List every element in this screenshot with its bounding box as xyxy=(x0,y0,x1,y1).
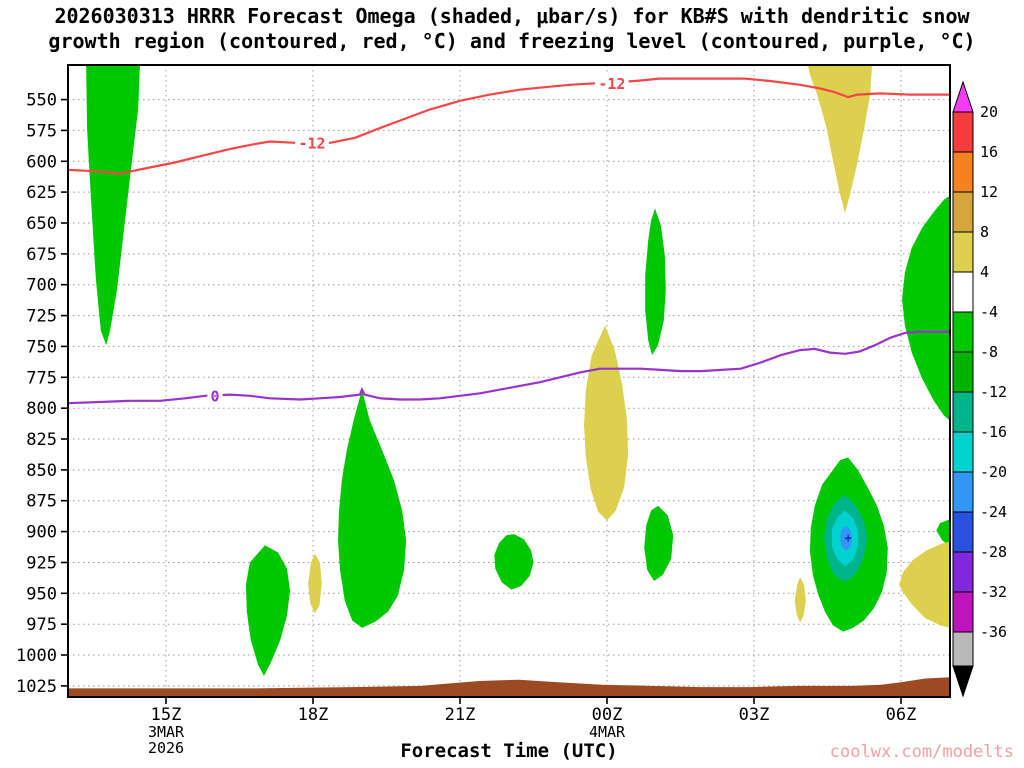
y-axis-tick-label: 575 xyxy=(26,121,57,141)
colorbar-tick-label: 16 xyxy=(980,143,998,161)
colorbar-band xyxy=(952,511,974,553)
gridlines xyxy=(68,65,950,697)
colorbar-band xyxy=(952,351,974,393)
contour-label: -12 xyxy=(298,134,325,152)
y-axis-tick-label: 725 xyxy=(26,307,57,327)
y-axis-tick-label: 675 xyxy=(26,245,57,265)
y-axis-tick-label: 775 xyxy=(26,368,57,388)
omega-region-green xyxy=(338,389,407,628)
colorbar: 20 16 12 8 4 -4 -8 -12 -16 -20 -24 -28 -32 -36 xyxy=(952,80,1007,698)
colorbar-band xyxy=(952,431,974,473)
terrain-profile xyxy=(68,677,950,697)
y-axis-tick-label: 1025 xyxy=(16,677,57,697)
colorbar-tick-label: -32 xyxy=(980,583,1007,601)
colorbar-band xyxy=(952,191,974,233)
y-axis-tick-label: 975 xyxy=(26,615,57,635)
colorbar-tick-label: 8 xyxy=(980,223,989,241)
y-axis-tick-label: 600 xyxy=(26,152,57,172)
dendritic-growth-contour xyxy=(68,77,950,175)
chart-title-line-2: growth region (contoured, red, °C) and f… xyxy=(48,29,976,53)
y-axis-tick-label: 875 xyxy=(26,492,57,512)
y-axis-tick-label: 850 xyxy=(26,461,57,481)
contour-label-halo xyxy=(207,386,223,405)
colorbar-band xyxy=(952,231,974,273)
colorbar-band xyxy=(952,151,974,193)
colorbar-tick-label: -36 xyxy=(980,623,1007,641)
contour-label-halo xyxy=(595,74,629,93)
omega-region-green xyxy=(936,519,950,547)
colorbar-tick-label: 12 xyxy=(980,183,998,201)
colorbar-band xyxy=(952,311,974,353)
colorbar-tick-label: -16 xyxy=(980,423,1007,441)
colorbar-tick-label: -8 xyxy=(980,343,998,361)
contour-label: -12 xyxy=(598,75,625,93)
colorbar-tick-label: -4 xyxy=(980,303,998,321)
y-axis-tick-label: 925 xyxy=(26,554,57,574)
y-axis-tick-label: 825 xyxy=(26,430,57,450)
colorbar-tick-label: 4 xyxy=(980,263,989,281)
omega-region-green xyxy=(644,505,674,581)
x-axis-tick-label: 06Z xyxy=(886,705,917,725)
colorbar-band xyxy=(952,471,974,513)
colorbar-tick-label: -12 xyxy=(980,383,1007,401)
x-axis-tick-label: 00Z xyxy=(592,705,623,725)
y-axis-tick-label: 950 xyxy=(26,584,57,604)
watermark-text: coolwx.com/modelts xyxy=(829,742,1014,762)
plot-border xyxy=(67,64,951,698)
x-axis-date-label: 3MAR xyxy=(148,723,185,741)
colorbar-triangle-bottom xyxy=(952,665,974,698)
x-axis-date-label: 4MAR xyxy=(589,723,626,741)
x-axis-date-label: 2026 xyxy=(148,739,184,757)
x-axis-tick-label: 18Z xyxy=(298,705,329,725)
omega-region-green xyxy=(494,534,534,590)
colorbar-tick-label: -24 xyxy=(980,503,1007,521)
colorbar-triangle-top xyxy=(952,80,974,113)
contour-label-halo xyxy=(295,133,329,152)
omega-region-yellow xyxy=(794,577,806,623)
x-axis-title: Forecast Time (UTC) xyxy=(400,740,618,762)
colorbar-tick-label: -20 xyxy=(980,463,1007,481)
shaded-omega-regions xyxy=(86,65,950,676)
omega-region-yellow xyxy=(899,541,950,628)
omega-region-green xyxy=(245,545,290,676)
colorbar-band xyxy=(952,391,974,433)
x-axis-tick-label: 15Z xyxy=(151,705,182,725)
omega-region-yellow xyxy=(584,325,629,521)
omega-region-green xyxy=(86,65,140,346)
y-axis-tick-label: 900 xyxy=(26,523,57,543)
omega-region-green xyxy=(645,208,666,356)
y-axis-tick-label: 800 xyxy=(26,399,57,419)
chart-title-line-1: 2026030313 HRRR Forecast Omega (shaded, … xyxy=(54,4,970,28)
colorbar-band xyxy=(952,591,974,633)
x-axis-tick-label: 03Z xyxy=(739,705,770,725)
x-axis-tick-label: 21Z xyxy=(445,705,476,725)
omega-region-yellow xyxy=(308,553,322,614)
omega-region-blue xyxy=(840,525,852,552)
contour-label: 0 xyxy=(210,387,219,405)
y-axis-tick-label: 625 xyxy=(26,183,57,203)
y-axis-tick-label: 750 xyxy=(26,337,57,357)
omega-region-green xyxy=(902,195,950,421)
omega-region-yellow xyxy=(807,65,873,214)
y-axis-tick-label: 550 xyxy=(26,91,57,111)
colorbar-band xyxy=(952,271,974,313)
colorbar-band xyxy=(952,551,974,593)
colorbar-band xyxy=(952,111,974,153)
colorbar-tick-label: -28 xyxy=(980,543,1007,561)
y-axis-tick-label: 700 xyxy=(26,276,57,296)
omega-min-marker-icon: + xyxy=(844,531,851,545)
y-axis-tick-label: 650 xyxy=(26,214,57,234)
freezing-level-contour xyxy=(68,330,950,405)
colorbar-tick-label: 20 xyxy=(980,103,998,121)
y-axis-tick-label: 1000 xyxy=(16,646,57,666)
colorbar-band xyxy=(952,631,974,667)
